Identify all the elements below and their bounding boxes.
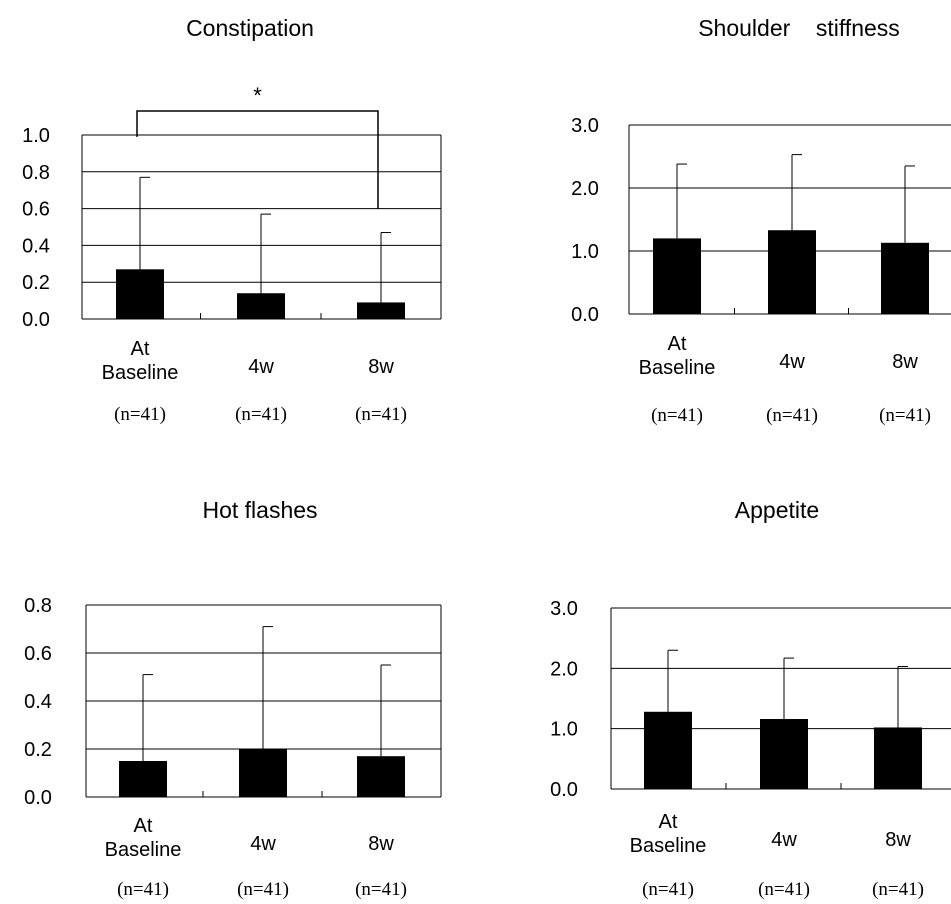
sample-size-label: (n=41) — [758, 879, 810, 900]
chart-title: Appetite — [735, 497, 819, 523]
sample-size-label: (n=41) — [879, 405, 931, 426]
chart-panel-hot-flashes: Hot flashes 0.0 0.2 0.4 0.6 0.8 At Baseline (n=4… — [24, 497, 442, 900]
y-tick-label: 0.0 — [550, 779, 578, 801]
chart-title: Hot flashes — [202, 497, 317, 523]
y-tick-label: 0.8 — [24, 595, 52, 617]
y-tick-label: 0.2 — [24, 739, 52, 761]
significance-bracket — [136, 110, 379, 209]
sample-size-label: (n=41) — [355, 879, 407, 900]
bar-4w — [237, 293, 285, 319]
x-tick-label-at-baseline: At Baseline — [630, 811, 707, 857]
significance-marker: * — [253, 83, 262, 108]
x-tick-label-at-baseline: At Baseline — [105, 815, 182, 861]
y-tick-label: 2.0 — [571, 178, 599, 200]
y-tick-label: 0.0 — [24, 787, 52, 809]
x-tick-label-8w: 8w — [892, 351, 918, 373]
y-tick-label: 2.0 — [550, 658, 578, 680]
y-tick-label: 1.0 — [550, 719, 578, 741]
y-tick-label: 0.4 — [24, 691, 52, 713]
sample-size-label: (n=41) — [355, 404, 407, 425]
bar-4w — [768, 230, 816, 314]
chart-panel-constipation: Constipation 0.0 0.2 0.4 0.6 0.8 1.0 At Baseline… — [22, 15, 442, 425]
y-tick-label: 0.6 — [22, 199, 50, 221]
x-tick-label-8w: 8w — [368, 833, 394, 855]
bar-8w — [357, 756, 405, 797]
bar-4w — [239, 749, 287, 797]
sample-size-label: (n=41) — [117, 879, 169, 900]
x-tick-label-4w: 4w — [250, 833, 276, 855]
sample-size-label: (n=41) — [235, 404, 287, 425]
sample-size-label: (n=41) — [237, 879, 289, 900]
y-tick-label: 0.2 — [22, 272, 50, 294]
x-tick-label-4w: 4w — [779, 351, 805, 373]
bar-8w — [357, 302, 405, 319]
y-tick-label: 3.0 — [550, 598, 578, 620]
y-tick-label: 0.0 — [571, 304, 599, 326]
sample-size-label: (n=41) — [642, 879, 694, 900]
y-tick-label: 0.6 — [24, 643, 52, 665]
sample-size-label: (n=41) — [766, 405, 818, 426]
y-tick-label: 0.8 — [22, 162, 50, 184]
bar-at-baseline — [119, 761, 167, 797]
bar-at-baseline — [653, 238, 701, 314]
x-tick-label-8w: 8w — [885, 829, 911, 851]
chart-title: Shoulder stiffness — [698, 15, 900, 41]
y-tick-label: 3.0 — [571, 115, 599, 137]
chart-title: Constipation — [186, 15, 314, 41]
chart-panel-shoulder-stiffness: Shoulder stiffness 0.0 1.0 2.0 3.0 At Baseline… — [571, 15, 951, 426]
sample-size-label: (n=41) — [872, 879, 924, 900]
bar-4w — [760, 719, 808, 789]
x-tick-label-4w: 4w — [248, 356, 274, 378]
chart-panel-appetite: Appetite 0.0 1.0 2.0 3.0 At Baseline (n=41) 4w (n… — [550, 497, 951, 900]
bar-at-baseline — [644, 711, 692, 789]
x-tick-label-at-baseline: At Baseline — [102, 338, 179, 384]
x-tick-label-8w: 8w — [368, 356, 394, 378]
bar-8w — [874, 727, 922, 789]
sample-size-label: (n=41) — [651, 405, 703, 426]
x-tick-label-4w: 4w — [771, 829, 797, 851]
y-tick-label: 0.4 — [22, 235, 50, 257]
bar-8w — [881, 242, 929, 314]
y-tick-label: 1.0 — [22, 125, 50, 147]
y-tick-label: 0.0 — [22, 309, 50, 331]
y-tick-label: 1.0 — [571, 241, 599, 263]
bar-at-baseline — [116, 269, 164, 319]
sample-size-label: (n=41) — [114, 404, 166, 425]
x-tick-label-at-baseline: At Baseline — [639, 333, 716, 379]
